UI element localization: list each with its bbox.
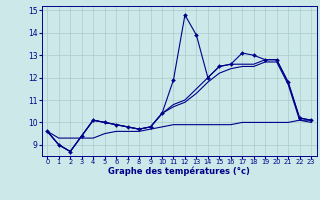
X-axis label: Graphe des températures (°c): Graphe des températures (°c) [108,167,250,176]
